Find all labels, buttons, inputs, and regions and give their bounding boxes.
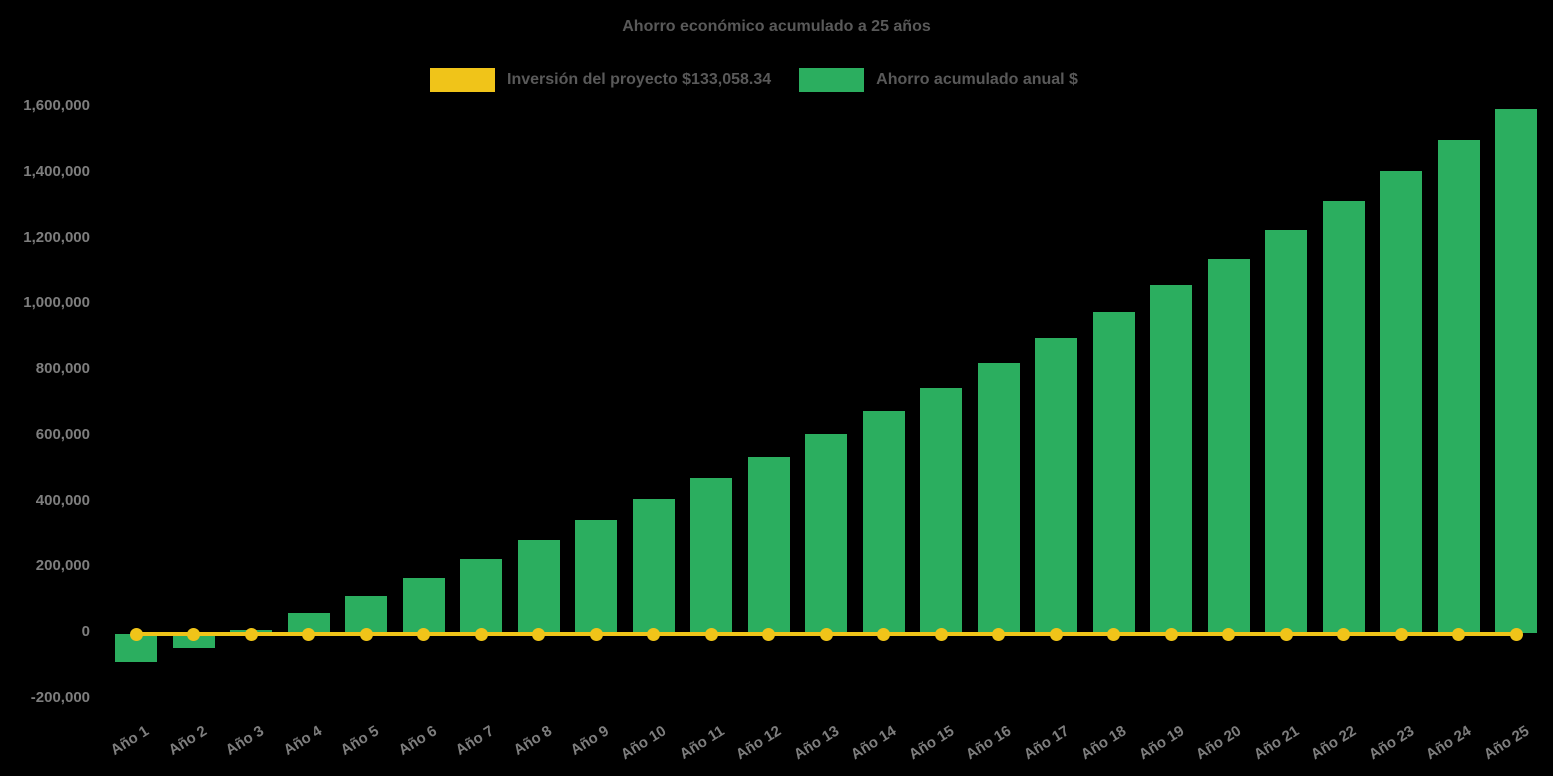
investment-line-marker bbox=[474, 627, 488, 641]
x-axis-tick-label: Año 8 bbox=[510, 722, 555, 759]
investment-line-marker bbox=[359, 627, 373, 641]
y-axis-tick-label: 400,000 bbox=[35, 491, 90, 509]
x-axis-tick-label: Año 10 bbox=[618, 722, 670, 764]
x-axis-tick-label: Año 23 bbox=[1365, 722, 1418, 764]
bar-ano-19 bbox=[1150, 284, 1192, 634]
x-axis-tick-label: Año 15 bbox=[905, 722, 958, 764]
investment-line-marker bbox=[1222, 627, 1235, 641]
x-axis-tick-label: Año 11 bbox=[676, 722, 728, 763]
y-axis-tick-label: 1,200,000 bbox=[23, 228, 90, 246]
bar-ano-17 bbox=[1035, 338, 1077, 634]
bar-ano-8 bbox=[517, 539, 560, 634]
investment-line-marker bbox=[302, 627, 315, 641]
legend-label-savings: Ahorro acumulado anual $ bbox=[876, 71, 1078, 88]
bar-ano-23 bbox=[1380, 170, 1422, 634]
bar-ano-14 bbox=[862, 410, 905, 634]
bar-ano-9 bbox=[575, 519, 617, 634]
investment-line-marker bbox=[187, 627, 200, 641]
y-axis-tick-label: 1,600,000 bbox=[23, 97, 90, 114]
bar-ano-13 bbox=[805, 433, 847, 634]
investment-line-marker bbox=[934, 627, 948, 641]
x-axis-tick-label: Año 14 bbox=[848, 722, 900, 764]
x-axis-tick-label: Año 19 bbox=[1135, 722, 1188, 764]
chart-title: Ahorro económico acumulado a 25 años bbox=[622, 18, 931, 35]
x-axis-tick-label: Año 16 bbox=[963, 722, 1015, 764]
y-axis-tick-label: -200,000 bbox=[30, 688, 90, 706]
x-axis-tick-label: Año 22 bbox=[1308, 722, 1360, 764]
bar-ano-12 bbox=[747, 456, 790, 634]
bar-ano-15 bbox=[920, 387, 962, 634]
bar-ano-6 bbox=[402, 578, 445, 634]
investment-swatch-icon bbox=[430, 68, 495, 92]
bar-ano-10 bbox=[632, 498, 675, 634]
bar-ano-16 bbox=[977, 363, 1020, 634]
legend-item-investment: Inversión del proyecto $133,058.34 bbox=[430, 68, 787, 92]
investment-line-marker bbox=[244, 627, 258, 641]
investment-line-marker bbox=[417, 627, 430, 641]
legend-label-investment: Inversión del proyecto $133,058.34 bbox=[507, 71, 772, 88]
investment-line-marker bbox=[1164, 627, 1178, 641]
x-axis-tick-label: Año 6 bbox=[395, 722, 440, 759]
legend-item-savings: Ahorro acumulado anual $ bbox=[799, 68, 1094, 92]
x-axis-tick-label: Año 1 bbox=[107, 722, 153, 759]
y-axis-tick-label: 0 bbox=[81, 623, 90, 640]
investment-line-marker bbox=[1452, 627, 1465, 641]
x-axis-tick-label: Año 3 bbox=[222, 722, 268, 759]
y-axis-tick-label: 200,000 bbox=[35, 557, 90, 575]
investment-line-marker bbox=[819, 627, 833, 641]
x-axis-tick-label: Año 4 bbox=[280, 722, 325, 759]
bar-ano-5 bbox=[345, 596, 387, 634]
bar-ano-24 bbox=[1437, 140, 1480, 634]
legend: Inversión del proyecto $133,058.34 Ahorr… bbox=[430, 68, 1094, 92]
bar-ano-2 bbox=[172, 633, 215, 648]
investment-line-marker bbox=[762, 627, 775, 641]
x-axis-tick-label: Año 17 bbox=[1020, 722, 1073, 764]
investment-line-marker bbox=[1049, 627, 1063, 641]
y-axis-tick-label: 600,000 bbox=[35, 425, 90, 443]
investment-line-marker bbox=[129, 627, 143, 641]
investment-line-marker bbox=[647, 627, 660, 641]
bar-ano-25 bbox=[1495, 108, 1537, 634]
bar-ano-22 bbox=[1322, 200, 1365, 634]
bar-ano-7 bbox=[460, 559, 502, 634]
savings-swatch-icon bbox=[799, 68, 865, 92]
y-axis-tick-label: 1,000,000 bbox=[23, 294, 90, 312]
x-axis-tick-label: Año 7 bbox=[452, 722, 498, 759]
investment-line-marker bbox=[1394, 627, 1408, 641]
investment-line-marker bbox=[704, 627, 718, 641]
bar-ano-11 bbox=[690, 477, 732, 634]
x-axis-tick-label: Año 2 bbox=[165, 722, 210, 759]
investment-line-marker bbox=[1279, 627, 1293, 641]
bar-ano-20 bbox=[1207, 258, 1250, 634]
investment-line-marker bbox=[1509, 627, 1523, 641]
x-axis-tick-label: Año 24 bbox=[1423, 722, 1475, 764]
x-axis-tick-label: Año 21 bbox=[1250, 722, 1303, 764]
bar-ano-4 bbox=[287, 612, 330, 634]
x-axis-tick-label: Año 20 bbox=[1193, 722, 1245, 764]
investment-line-marker bbox=[589, 627, 603, 641]
bar-ano-18 bbox=[1092, 311, 1135, 634]
x-axis-tick-label: Año 18 bbox=[1078, 722, 1130, 764]
x-axis-tick-label: Año 13 bbox=[790, 722, 843, 764]
x-axis-tick-label: Año 5 bbox=[337, 722, 383, 759]
investment-line-marker bbox=[877, 627, 890, 641]
x-axis-tick-label: Año 9 bbox=[567, 722, 613, 759]
y-axis-tick-label: 1,400,000 bbox=[23, 162, 90, 180]
investment-line-marker bbox=[532, 627, 545, 641]
x-axis-tick-label: Año 25 bbox=[1480, 722, 1533, 764]
investment-line-marker bbox=[1107, 627, 1120, 641]
investment-line-marker bbox=[1337, 627, 1350, 641]
x-axis-tick-label: Año 12 bbox=[733, 722, 785, 764]
investment-line-marker bbox=[992, 627, 1005, 641]
y-axis-tick-label: 800,000 bbox=[35, 360, 90, 377]
bar-ano-21 bbox=[1265, 229, 1307, 634]
